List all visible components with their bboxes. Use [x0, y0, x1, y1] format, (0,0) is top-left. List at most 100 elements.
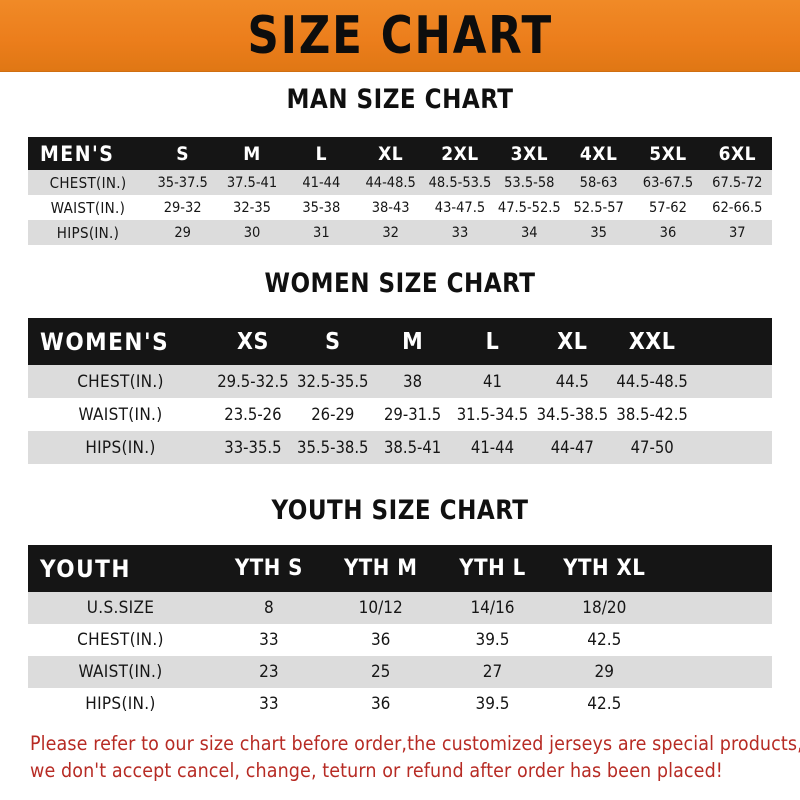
table-cell: 34 [494, 220, 564, 245]
table-cell: 36 [324, 624, 437, 656]
man-size-table: MEN'S S M L XL 2XL 3XL 4XL 5XL 6XL CHEST(IN.) 35-3… [28, 137, 772, 245]
column-header-empty [660, 545, 772, 592]
order-policy-line-2: we don't accept cancel, change, teturn o… [30, 759, 723, 782]
table-cell: 35.5-38.5 [292, 431, 373, 464]
table-header-row: MEN'S S M L XL 2XL 3XL 4XL 5XL 6XL [28, 137, 772, 170]
table-cell: 37 [702, 220, 772, 245]
column-header-xxl: XXL [612, 318, 693, 365]
table-cell: 29 [148, 220, 218, 245]
man-section-title: MAN SIZE CHART [286, 84, 514, 115]
table-cell: 29.5-32.5 [213, 365, 293, 398]
column-header-yth-xl: YTH XL [548, 545, 661, 592]
row-label: CHEST(IN.) [28, 624, 213, 656]
column-header-s: S [292, 318, 373, 365]
table-cell: 44.5-48.5 [612, 365, 693, 398]
column-header-l: L [452, 318, 533, 365]
column-header-4xl: 4XL [563, 137, 634, 170]
table-cell: 25 [324, 656, 437, 688]
table-row: HIPS(IN.) 33 36 39.5 42.5 [28, 688, 772, 720]
column-header-3xl: 3XL [494, 137, 564, 170]
table-cell: 36 [324, 688, 437, 720]
table-cell: 36 [633, 220, 703, 245]
table-cell: 43-47.5 [425, 195, 495, 220]
table-header-row: YOUTH YTH S YTH M YTH L YTH XL [28, 545, 772, 592]
order-policy-note: Please refer to our size chart before or… [30, 730, 800, 784]
table-cell: 30 [217, 220, 287, 245]
row-label: CHEST(IN.) [28, 170, 148, 195]
table-header-row: WOMEN'S XS S M L XL XXL [28, 318, 772, 365]
table-row: CHEST(IN.) 29.5-32.5 32.5-35.5 38 41 44.5 44.5… [28, 365, 772, 398]
row-label: HIPS(IN.) [28, 431, 214, 464]
row-label: HIPS(IN.) [28, 688, 213, 720]
table-cell: 67.5-72 [702, 170, 772, 195]
page-banner: SIZE CHART [0, 0, 800, 72]
youth-table-head: YOUTH YTH S YTH M YTH L YTH XL [28, 545, 772, 592]
table-cell: 32 [355, 220, 426, 245]
table-cell [660, 656, 772, 688]
table-cell: 63-67.5 [633, 170, 703, 195]
column-header-xs: XS [213, 318, 293, 365]
table-cell: 42.5 [548, 624, 661, 656]
row-label: WAIST(IN.) [28, 398, 214, 431]
column-header-yth-l: YTH L [436, 545, 549, 592]
table-cell: 38 [372, 365, 453, 398]
row-label: HIPS(IN.) [28, 220, 148, 245]
table-cell: 41-44 [452, 431, 533, 464]
column-header-s: S [148, 137, 218, 170]
table-cell: 31.5-34.5 [452, 398, 533, 431]
table-cell: 14/16 [436, 592, 549, 624]
column-header-yth-m: YTH M [324, 545, 437, 592]
column-header-yth-s: YTH S [213, 545, 325, 592]
table-cell: 8 [213, 592, 325, 624]
table-cell: 44.5 [532, 365, 613, 398]
youth-table-body: U.S.SIZE 8 10/12 14/16 18/20 CHEST(IN.) 33 36 39… [28, 592, 772, 720]
table-corner-label: WOMEN'S [28, 318, 214, 365]
table-cell: 38.5-42.5 [612, 398, 693, 431]
women-table-head: WOMEN'S XS S M L XL XXL [28, 318, 772, 365]
table-cell: 32.5-35.5 [292, 365, 373, 398]
table-cell: 31 [286, 220, 356, 245]
table-cell: 32-35 [217, 195, 287, 220]
table-cell: 35-37.5 [148, 170, 218, 195]
table-cell [692, 365, 772, 398]
column-header-l: L [286, 137, 356, 170]
table-row: WAIST(IN.) 23 25 27 29 [28, 656, 772, 688]
table-row: CHEST(IN.) 33 36 39.5 42.5 [28, 624, 772, 656]
women-size-table: WOMEN'S XS S M L XL XXL CHEST(IN.) 29.5-32.5 32.… [28, 318, 772, 464]
table-cell: 42.5 [548, 688, 661, 720]
table-cell: 34.5-38.5 [532, 398, 613, 431]
table-cell [660, 624, 772, 656]
column-header-6xl: 6XL [702, 137, 772, 170]
row-label: CHEST(IN.) [28, 365, 214, 398]
table-cell: 23.5-26 [213, 398, 293, 431]
table-cell: 44-47 [532, 431, 613, 464]
man-table-head: MEN'S S M L XL 2XL 3XL 4XL 5XL 6XL [28, 137, 772, 170]
column-header-xl: XL [532, 318, 613, 365]
table-cell: 38-43 [355, 195, 426, 220]
table-corner-label: MEN'S [28, 137, 148, 170]
man-table-body: CHEST(IN.) 35-37.5 37.5-41 41-44 44-48.5 48.5… [28, 170, 772, 245]
table-row: U.S.SIZE 8 10/12 14/16 18/20 [28, 592, 772, 624]
table-cell: 39.5 [436, 688, 549, 720]
youth-size-table: YOUTH YTH S YTH M YTH L YTH XL U.S.SIZE 8 10/1… [28, 545, 772, 720]
women-section-title: WOMEN SIZE CHART [264, 268, 536, 299]
table-cell: 37.5-41 [217, 170, 287, 195]
table-cell: 58-63 [563, 170, 634, 195]
column-header-m: M [372, 318, 453, 365]
table-cell: 33 [213, 624, 325, 656]
table-cell: 33 [213, 688, 325, 720]
table-cell [660, 592, 772, 624]
table-cell: 39.5 [436, 624, 549, 656]
table-cell [692, 398, 772, 431]
column-header-2xl: 2XL [425, 137, 495, 170]
table-cell [692, 431, 772, 464]
table-cell: 35-38 [286, 195, 356, 220]
table-row: HIPS(IN.) 33-35.5 35.5-38.5 38.5-41 41-44 44-… [28, 431, 772, 464]
table-cell: 35 [563, 220, 634, 245]
column-header-empty [692, 318, 772, 365]
column-header-m: M [217, 137, 287, 170]
table-cell: 29 [548, 656, 661, 688]
row-label: WAIST(IN.) [28, 195, 148, 220]
table-cell: 57-62 [633, 195, 703, 220]
